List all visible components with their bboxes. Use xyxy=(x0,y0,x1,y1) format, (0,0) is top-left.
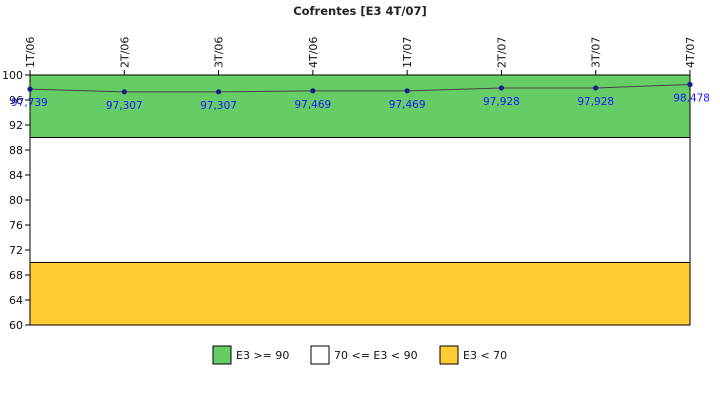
data-label: 97,307 xyxy=(106,100,143,112)
data-label: 97,928 xyxy=(577,96,614,108)
data-point xyxy=(687,81,693,88)
legend-item: 70 <= E3 < 90 xyxy=(310,345,418,365)
data-label: 97,307 xyxy=(200,100,237,112)
x-axis: 1T/06 2T/06 3T/06 4T/06 1T/07 2T/07 3T/07 4T/07 xyxy=(24,37,697,75)
data-point xyxy=(121,89,127,95)
y-axis: 60 64 68 72 76 80 84 88 92 96 100 xyxy=(2,69,30,332)
y-tick-label: 96 xyxy=(9,94,23,107)
legend-swatch xyxy=(310,345,330,365)
y-tick-label: 80 xyxy=(9,194,23,207)
data-point xyxy=(593,85,599,91)
data-label: 97,469 xyxy=(294,99,331,111)
legend-item: E3 < 70 xyxy=(439,345,507,365)
y-tick-label: 84 xyxy=(9,169,23,182)
y-tick-label: 68 xyxy=(9,269,23,282)
x-tick-label: 1T/06 xyxy=(24,37,37,68)
data-point xyxy=(498,85,505,91)
data-point xyxy=(27,86,33,92)
legend-item: E3 >= 90 xyxy=(212,345,289,365)
band-2 xyxy=(29,262,691,326)
y-tick-label: 88 xyxy=(9,144,23,157)
x-tick-label: 3T/06 xyxy=(213,37,226,68)
legend-swatch xyxy=(439,345,459,365)
y-tick-label: 64 xyxy=(9,294,23,307)
x-tick-label: 1T/07 xyxy=(401,37,414,68)
data-label: 97,469 xyxy=(389,99,426,111)
legend-label: 70 <= E3 < 90 xyxy=(334,349,418,362)
chart-title: Cofrentes [E3 4T/07] xyxy=(293,4,427,18)
legend-swatch xyxy=(212,345,232,365)
x-tick-label: 2T/07 xyxy=(495,37,508,68)
series-polyline xyxy=(29,84,691,93)
legend-label: E3 >= 90 xyxy=(236,349,289,362)
legend: E3 >= 90 70 <= E3 < 90 E3 < 70 xyxy=(212,345,507,365)
band-1 xyxy=(29,137,691,263)
y-tick-label: 60 xyxy=(9,319,23,332)
data-label: 97,928 xyxy=(483,96,520,108)
threshold-bands xyxy=(29,74,691,326)
y-tick-label: 72 xyxy=(9,244,23,257)
band-0 xyxy=(29,74,691,138)
series-line: 97,739 97,307 97,307 97,469 97,469 97,928 97,9… xyxy=(11,81,710,112)
y-tick-label: 76 xyxy=(9,219,23,232)
data-label: 98,478 xyxy=(673,93,710,105)
x-tick-label: 4T/06 xyxy=(307,37,320,68)
legend-label: E3 < 70 xyxy=(463,349,507,362)
data-label: 97,739 xyxy=(11,97,48,109)
y-tick-label: 100 xyxy=(2,69,23,82)
x-tick-label: 4T/07 xyxy=(684,37,697,68)
x-tick-label: 2T/06 xyxy=(118,37,131,68)
x-tick-label: 3T/07 xyxy=(590,37,603,68)
data-point xyxy=(310,88,316,94)
data-point xyxy=(215,89,222,95)
data-point xyxy=(404,88,410,94)
y-tick-label: 92 xyxy=(9,119,23,132)
